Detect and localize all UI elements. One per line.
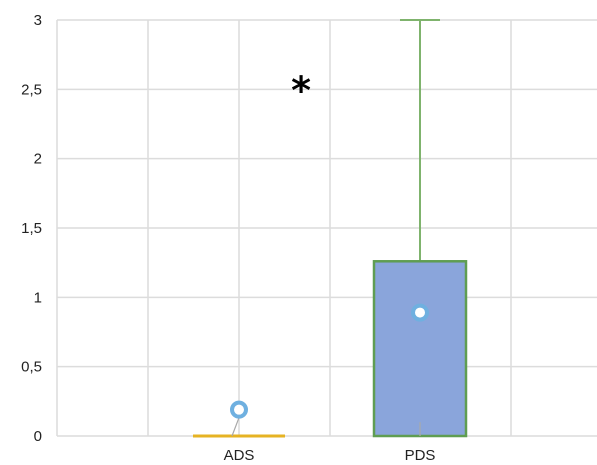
y-tick-label: 3 (34, 12, 42, 29)
mean-connector (231, 417, 240, 437)
x-axis-categories: ADS PDS (224, 447, 436, 464)
mean-marker (230, 400, 248, 419)
box-ads (193, 400, 285, 438)
significance-asterisk: * (291, 68, 311, 112)
y-tick-label: 1,5 (21, 220, 42, 237)
y-tick-label: 0,5 (21, 359, 42, 376)
y-tick-label: 2,5 (21, 81, 42, 98)
mean-marker (411, 303, 429, 322)
y-tick-label: 2 (34, 151, 42, 168)
y-axis-ticks: 0 0,5 1 1,5 2 2,5 3 (21, 12, 42, 445)
box-body (372, 260, 468, 438)
y-tick-label: 1 (34, 289, 42, 306)
x-category-label: PDS (405, 447, 436, 464)
x-category-label: ADS (224, 447, 255, 464)
y-tick-label: 0 (34, 428, 42, 445)
box-series (193, 19, 468, 438)
grid-lines (56, 19, 597, 437)
box-pds (372, 19, 468, 438)
